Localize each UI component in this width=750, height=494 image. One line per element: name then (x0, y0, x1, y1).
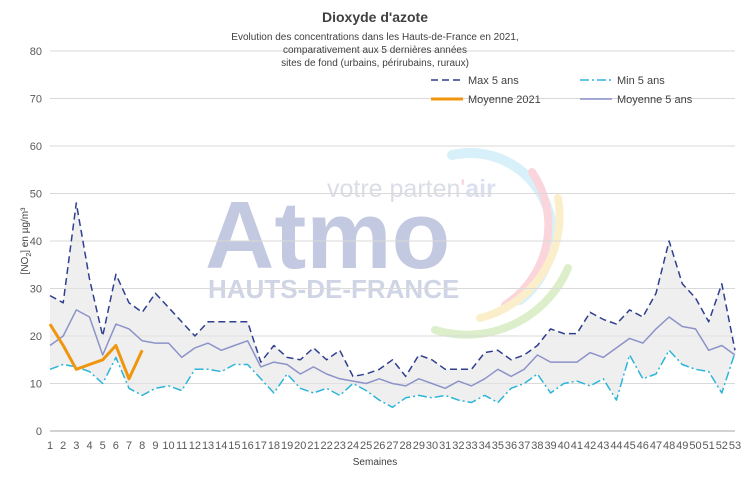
series-line-max-5-ans (49, 202, 736, 378)
x-tick-label: 46 (637, 440, 649, 452)
x-tick-label: 5 (100, 440, 106, 452)
x-tick-label: 10 (162, 440, 174, 452)
x-tick-label: 34 (479, 440, 491, 452)
x-tick-label: 44 (610, 440, 622, 452)
x-tick-label: 29 (413, 440, 425, 452)
watermark-tagline: votre parten'air (327, 175, 496, 203)
x-tick-label: 45 (623, 440, 635, 452)
x-tick-label: 15 (228, 440, 240, 452)
x-tick-label: 37 (518, 440, 530, 452)
x-tick-label: 18 (268, 440, 280, 452)
x-tick-label: 40 (558, 440, 570, 452)
x-tick-label: 7 (126, 440, 132, 452)
x-tick-label: 51 (703, 440, 715, 452)
x-axis-label: Semaines (353, 457, 397, 468)
x-tick-label: 41 (571, 440, 583, 452)
x-tick-label: 43 (597, 440, 609, 452)
x-tick-label: 22 (321, 440, 333, 452)
chart-subtitle-line-1: Evolution des concentrations dans les Ha… (231, 32, 518, 43)
x-tick-label: 50 (689, 440, 701, 452)
y-tick-label: 40 (30, 236, 42, 248)
x-tick-label: 38 (531, 440, 543, 452)
x-tick-label: 47 (650, 440, 662, 452)
x-tick-label: 26 (373, 440, 385, 452)
watermark-arc-yellow (476, 194, 564, 322)
chart-subtitle-line-3: sites de fond (urbains, périrubains, rur… (281, 58, 469, 69)
series-line-min-5-ans (49, 349, 736, 409)
series-lines (48, 202, 736, 409)
x-tick-label: 24 (347, 440, 359, 452)
y-tick-label: 80 (30, 46, 42, 58)
watermark-arc-green (431, 264, 572, 339)
x-tick-label: 21 (307, 440, 319, 452)
y-tick-label: 60 (30, 141, 42, 153)
x-tick-label: 42 (584, 440, 596, 452)
x-tick-label: 39 (544, 440, 556, 452)
legend-label: Moyenne 2021 (468, 94, 541, 106)
x-tick-label: 13 (202, 440, 214, 452)
y-tick-label: 30 (30, 284, 42, 296)
x-tick-label: 28 (400, 440, 412, 452)
x-tick-label: 27 (386, 440, 398, 452)
x-tick-label: 9 (152, 440, 158, 452)
x-tick-label: 49 (676, 440, 688, 452)
x-tick-label: 6 (113, 440, 119, 452)
x-tick-label: 19 (281, 440, 293, 452)
x-tick-label: 3 (73, 440, 79, 452)
atmo-watermark: votre parten'air Atmo HAUTS-DE-FRANCE (205, 148, 572, 339)
x-tick-label: 52 (716, 440, 728, 452)
x-tick-label: 1 (47, 440, 53, 452)
y-tick-label: 0 (36, 426, 42, 438)
series-line-moyenne-2021 (48, 323, 144, 381)
y-tick-label: 50 (30, 189, 42, 201)
x-tick-label: 33 (465, 440, 477, 452)
x-tick-label: 31 (439, 440, 451, 452)
watermark-brand: Atmo (205, 182, 450, 289)
y-tick-label: 20 (30, 331, 42, 343)
watermark-arc-blue (447, 148, 558, 305)
x-tick-label: 4 (86, 440, 92, 452)
y-tick-label: 70 (30, 94, 42, 106)
x-tick-label: 23 (334, 440, 346, 452)
legend-label: Max 5 ans (468, 75, 519, 87)
chart-legend: Max 5 ans Min 5 ans Moyenne 2021 Moyenne 5 … (431, 75, 693, 106)
y-tick-label: 10 (30, 379, 42, 391)
x-tick-label: 8 (139, 440, 145, 452)
x-tick-label: 53 (729, 440, 741, 452)
x-tick-label: 36 (505, 440, 517, 452)
x-tick-label: 12 (189, 440, 201, 452)
x-tick-label: 48 (663, 440, 675, 452)
x-tick-label: 32 (452, 440, 464, 452)
legend-label: Moyenne 5 ans (617, 94, 693, 106)
x-tick-label: 17 (255, 440, 267, 452)
chart-title: Dioxyde d'azote (322, 9, 428, 25)
x-tick-label: 16 (241, 440, 253, 452)
series-line-moyenne-5-ans (49, 309, 736, 390)
x-tick-label: 20 (294, 440, 306, 452)
x-tick-labels: 1 2 3 4 5 6 7 8 9 10 11 12 13 14 15 16 17 18 19 20 21 22 23 24 2… (47, 440, 741, 452)
watermark-arc-pink (501, 168, 553, 309)
legend-label: Min 5 ans (617, 75, 665, 87)
y-tick-labels: 0 10 20 30 40 50 60 70 80 (30, 46, 42, 438)
x-tick-label: 30 (426, 440, 438, 452)
y-axis-label: [NO2] en µg/m³ (20, 207, 33, 275)
x-tick-label: 11 (176, 440, 187, 452)
min-max-band (50, 203, 735, 408)
x-tick-label: 35 (492, 440, 504, 452)
chart-subtitle-line-2: comparativement aux 5 dernières années (283, 45, 467, 56)
x-tick-label: 25 (360, 440, 372, 452)
x-tick-label: 14 (215, 440, 227, 452)
x-tick-label: 2 (60, 440, 66, 452)
